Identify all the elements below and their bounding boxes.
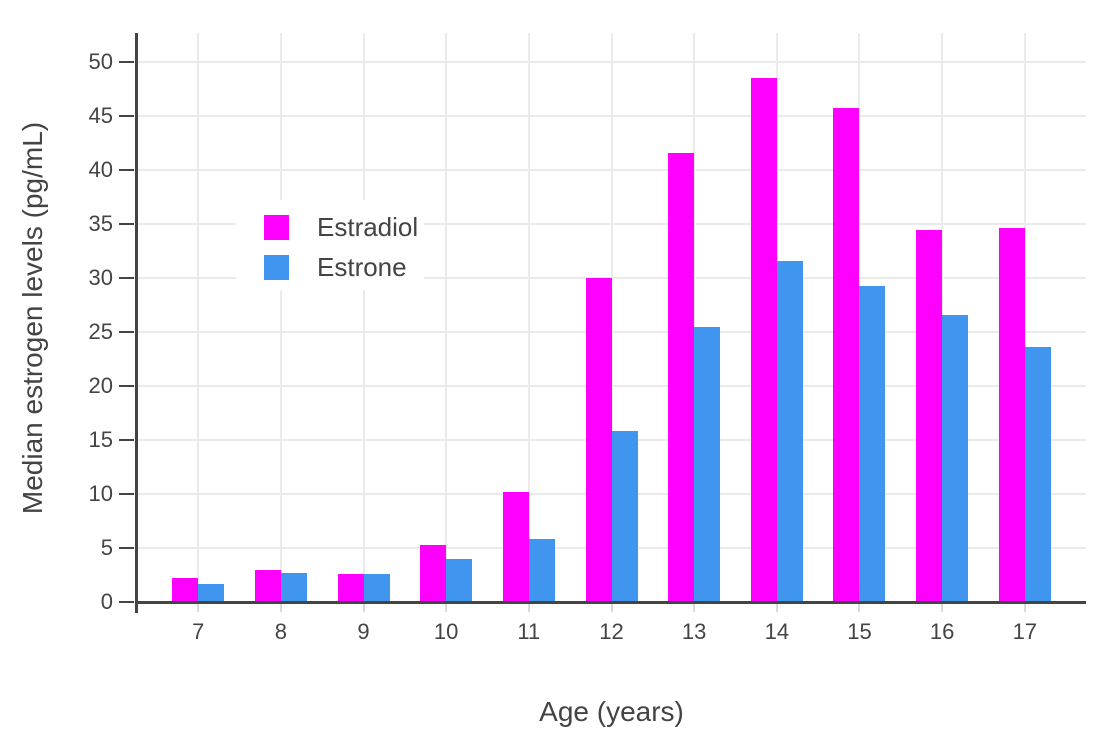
y-axis-tick-label: 5: [100, 535, 113, 560]
bar-estrone-age-13[interactable]: [694, 326, 721, 602]
bar-estradiol-age-14[interactable]: [750, 78, 777, 602]
y-axis-tick: [119, 169, 134, 172]
v-gridline: [197, 33, 200, 602]
y-axis-tick-label: 25: [88, 319, 113, 345]
v-gridline: [445, 33, 448, 602]
x-axis-tick-label: 11: [517, 619, 541, 644]
x-axis-tick-label: 14: [764, 619, 790, 644]
estrone-swatch-icon: [264, 254, 289, 280]
y-axis-tick: [119, 493, 134, 496]
x-axis-tick: [362, 604, 365, 612]
x-axis-tick: [858, 604, 861, 612]
y-axis-tick: [119, 115, 134, 118]
bar-estradiol-age-10[interactable]: [420, 544, 447, 602]
y-axis-tick: [119, 277, 134, 280]
bar-estradiol-age-13[interactable]: [668, 152, 695, 602]
x-axis-tick-label: 10: [433, 619, 459, 644]
y-axis-title: Median estrogen levels (pg/mL): [17, 121, 48, 514]
y-axis-tick: [119, 439, 134, 442]
x-axis-title: Age (years): [539, 696, 684, 727]
y-axis-tick-label: 0: [100, 589, 113, 614]
bar-estrone-age-8[interactable]: [280, 572, 307, 602]
v-gridline: [1023, 33, 1026, 602]
x-axis-tick: [197, 604, 200, 612]
x-axis-tick-label: 8: [274, 619, 287, 644]
bar-estrone-age-10[interactable]: [446, 558, 473, 602]
bar-estrone-age-17[interactable]: [1024, 347, 1051, 602]
x-axis-tick-label: 9: [357, 619, 370, 644]
plot-area: 0 5 10 15 20 25 30 35 40 45 50 7 8 9 10 11 12 13 14 15 16 17 …: [17, 33, 1086, 727]
bar-estrone-age-15[interactable]: [859, 285, 886, 602]
estradiol-swatch-icon: [264, 214, 289, 240]
bar-estradiol-age-16[interactable]: [916, 229, 943, 602]
y-axis-tick: [119, 331, 134, 334]
y-axis-tick-label: 35: [88, 211, 113, 237]
x-axis-tick: [610, 604, 613, 612]
bar-estrone-age-11[interactable]: [528, 539, 555, 602]
y-axis-tick-label: 40: [88, 157, 113, 183]
x-axis-tick-label: 12: [599, 619, 624, 644]
x-axis-tick-label: 7: [192, 619, 205, 644]
y-axis-tick: [119, 385, 134, 388]
x-axis-tick: [941, 604, 944, 612]
x-axis-tick: [445, 604, 448, 612]
x-axis-tick-label: 16: [929, 619, 955, 644]
v-gridline: [610, 33, 613, 602]
x-axis-tick: [527, 604, 530, 612]
bar-estradiol-age-12[interactable]: [585, 278, 612, 602]
v-gridline: [279, 33, 282, 602]
legend-item-estradiol[interactable]: Estradiol: [236, 207, 424, 247]
bar-estradiol-age-11[interactable]: [502, 491, 529, 602]
y-axis-tick: [119, 601, 134, 603]
y-axis-tick-label: 15: [88, 427, 113, 453]
x-axis-tick: [279, 604, 282, 612]
y-axis-tick: [119, 223, 134, 226]
v-gridline: [362, 33, 365, 602]
bar-estradiol-age-8[interactable]: [254, 569, 281, 602]
bar-estrone-age-16[interactable]: [942, 314, 969, 602]
legend-item-estrone[interactable]: Estrone: [236, 247, 424, 287]
y-axis-tick-label: 20: [88, 373, 113, 399]
bar-estradiol-age-7[interactable]: [172, 578, 199, 602]
bar-estradiol-age-15[interactable]: [833, 107, 860, 602]
bar-estrone-age-9[interactable]: [363, 573, 390, 602]
x-axis-line: [137, 600, 1086, 604]
y-axis-tick: [119, 547, 134, 549]
y-axis-tick-label: 45: [88, 103, 113, 129]
bar-estrone-age-14[interactable]: [776, 260, 803, 602]
x-axis-tick: [693, 604, 696, 612]
x-axis-tick: [1023, 604, 1026, 612]
y-axis-tick-label: 50: [88, 49, 113, 75]
legend: Estradiol Estrone: [236, 200, 424, 290]
legend-label-estrone: Estrone: [317, 252, 407, 282]
y-axis-tick-label: 10: [88, 481, 113, 507]
x-axis-tick: [775, 604, 778, 612]
bar-estradiol-age-9[interactable]: [337, 573, 364, 602]
bar-estrone-age-12[interactable]: [611, 431, 638, 602]
x-axis-tick-label: 13: [681, 619, 707, 644]
bar-estrone-age-7[interactable]: [198, 583, 225, 602]
v-gridline: [527, 33, 530, 602]
y-axis-tick: [119, 61, 134, 64]
bar-estradiol-age-17[interactable]: [998, 228, 1025, 602]
v-gridline: [693, 33, 696, 602]
y-axis-line: [135, 33, 138, 613]
x-axis-tick-label: 17: [1012, 619, 1038, 644]
x-axis-tick-label: 15: [847, 619, 872, 644]
y-axis-tick-label: 30: [88, 265, 113, 291]
legend-label-estradiol: Estradiol: [317, 212, 419, 242]
